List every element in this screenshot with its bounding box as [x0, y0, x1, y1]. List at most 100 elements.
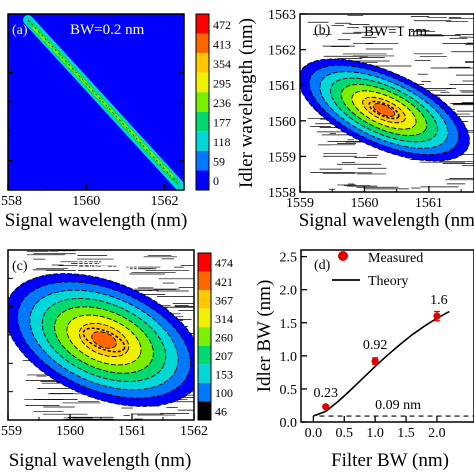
- panel-c-colorbar-label: 367: [215, 293, 233, 307]
- panel-d: 0.23 0.92 1.6 0.09 nm (d) Measured Theory 0…: [254, 249, 474, 471]
- panel-a-x-tick-label: 1558: [0, 194, 22, 209]
- panel-b-label: (b): [314, 23, 331, 38]
- panel-a-colorbar-swatch: [196, 111, 209, 132]
- panel-a-annotation: BW=0.2 nm: [70, 22, 145, 38]
- panel-c-colorbar-frame: [197, 252, 212, 421]
- panel-d-legend: Measured Theory: [332, 251, 423, 289]
- panel-a-colorbar-label: 354: [213, 57, 231, 71]
- panel-c-colorbar-label: 153: [215, 368, 233, 382]
- panel-d-y-tick-label: 2.5: [280, 251, 298, 266]
- panel-c-x-tick-label: 1562: [180, 424, 208, 439]
- panel-c-colorbar-label: 100: [215, 386, 233, 400]
- panel-b-y-tick-label: 1561: [268, 79, 296, 94]
- panel-a-colorbar-frame: [195, 13, 210, 191]
- panel-d-y-tick-label: 1.5: [280, 317, 298, 332]
- panel-a-colorbar-label: 413: [213, 37, 231, 51]
- panel-a-colorbar-swatch: [196, 53, 209, 73]
- panel-d-y-axis: 0.0 0.5 1.0 1.5 2.0 2.5: [280, 251, 307, 431]
- panel-a-colorbar-label: 472: [213, 18, 231, 32]
- panel-c-colorbar-swatch: [198, 327, 211, 346]
- legend-theory-label: Theory: [368, 274, 408, 289]
- panel-b-x-axis: 1559 1560 1561: [286, 186, 462, 211]
- panel-d-measured-point: [433, 312, 441, 320]
- panel-a-contours: [23, 15, 184, 190]
- panel-c-colorbar-label: 207: [215, 349, 233, 363]
- panel-d-x-tick-label: 2.0: [428, 426, 446, 441]
- panel-a-colorbar-swatch: [196, 92, 209, 112]
- panel-d-y-tick-label: 2.0: [280, 284, 298, 299]
- panel-c-x-tick-label: 1559: [0, 424, 22, 439]
- panel-c-colorbar-label: 421: [215, 275, 233, 289]
- panel-c-colorbar-swatch: [198, 382, 211, 402]
- panel-d-annotation-1: 0.92: [363, 338, 388, 353]
- panel-c: (c) BW=2 nm 1559 1560 1561 1562 474 421 367 31…: [0, 249, 233, 471]
- panel-b-y-tick-label: 1560: [268, 115, 296, 130]
- panel-b: (b) BW=1 nm 1559 1560 1561 156315621561156…: [236, 8, 474, 231]
- panel-d-frame: [300, 249, 474, 423]
- panel-d-y-tick-label: 0.0: [280, 416, 298, 431]
- panel-b-ylabel: Idler wavelength (nm): [236, 18, 257, 188]
- panel-a-colorbar-swatch: [196, 72, 209, 93]
- panel-b-x-tick-label: 1559: [286, 196, 314, 211]
- panel-c-x-tick-label: 1560: [56, 424, 84, 439]
- panel-c-colorbar-swatch: [198, 401, 211, 420]
- panel-c-colorbar-swatch: [198, 271, 211, 291]
- panel-a-colorbar-label: 177: [213, 116, 231, 130]
- panel-a-colorbar-label: 118: [213, 135, 231, 149]
- panel-d-x-tick-label: 0.5: [336, 426, 354, 441]
- panel-c-colorbar-swatch: [198, 364, 211, 383]
- panel-b-contours: [300, 14, 474, 190]
- panel-c-colorbar-swatch: [198, 253, 211, 272]
- panel-c-colorbar-label: 46: [215, 405, 227, 419]
- panel-c-label: (c): [12, 259, 28, 274]
- panel-c-core: [82, 327, 126, 353]
- panel-b-x-tick-label: 1561: [415, 196, 443, 211]
- panel-a-colorbar-label: 295: [213, 76, 231, 90]
- panel-a-xlabel: Signal wavelength (nm): [5, 210, 188, 231]
- panel-d-x-tick-label: 1.5: [397, 426, 415, 441]
- panel-b-y-axis: 1563 1562 1561 1560 1559 1558: [268, 8, 306, 201]
- panel-c-colorbar-label: 314: [215, 312, 233, 326]
- panel-a-colorbar-swatch: [196, 170, 209, 190]
- legend-measured-label: Measured: [368, 251, 423, 266]
- panel-b-y-tick-label: 1559: [268, 150, 296, 165]
- panel-b-frame: [299, 13, 474, 193]
- panel-c-xlabel: Signal wavelength (nm): [9, 450, 192, 471]
- panel-a-colorbar: 472 413 354 295 236 177 118 59 0: [195, 13, 231, 191]
- panel-b-y-tick-label: 1563: [268, 8, 296, 23]
- panel-b-xlabel: Signal wavelength (nm): [299, 210, 474, 231]
- panel-d-measured-point: [371, 357, 379, 365]
- panel-c-colorbar-label: 260: [215, 330, 233, 344]
- panel-d-y-tick-label: 0.5: [280, 383, 298, 398]
- panel-c-contours: [8, 250, 194, 420]
- panel-d-label: (d): [314, 258, 331, 273]
- panel-b-core: [368, 100, 400, 120]
- panel-d-measured-point: [322, 403, 330, 411]
- panel-c-colorbar: 474 421 367 314 260 207 153 100 46: [197, 252, 233, 421]
- panel-c-annotation: BW=2 nm: [76, 258, 139, 274]
- panel-a-x-tick-label: 1562: [150, 194, 178, 209]
- panel-a-colorbar-label: 0: [213, 174, 219, 188]
- panel-a: (a) BW=0.2 nm 1558 1560 1562 472 413 354 295 2…: [0, 13, 231, 231]
- panel-a-colorbar-swatch: [196, 14, 209, 34]
- panel-a-label: (a): [12, 23, 28, 38]
- panel-c-colorbar-swatch: [198, 308, 211, 328]
- panel-d-x-tick-label: 0.0: [305, 426, 323, 441]
- panel-d-annotation-0: 0.23: [313, 386, 338, 401]
- panel-b-y-tick-label: 1558: [268, 186, 296, 201]
- panel-d-theory-line: [313, 310, 450, 417]
- panel-b-x-tick-label: 1560: [350, 196, 378, 211]
- panel-b-y-tick-label: 1562: [268, 44, 296, 59]
- panel-c-colorbar-swatch: [198, 345, 211, 365]
- panel-d-x-tick-label: 1.0: [366, 426, 384, 441]
- panel-a-colorbar-swatch: [196, 131, 209, 151]
- panel-b-bands: [300, 58, 470, 162]
- panel-d-plot: 0.23 0.92 1.6 0.09 nm: [313, 293, 474, 417]
- panel-a-x-axis: 1558 1560 1562: [0, 42, 184, 209]
- panel-d-y-tick-label: 1.0: [280, 350, 298, 365]
- panel-d-x-axis: 0.0 0.5 1.0 1.5 2.0: [305, 416, 446, 441]
- panel-a-colorbar-swatch: [196, 150, 209, 171]
- panel-d-ylabel: Idler BW (nm): [254, 280, 275, 393]
- panel-a-colorbar-label: 236: [213, 96, 231, 110]
- panel-d-xlabel: Filter BW (nm): [331, 450, 449, 471]
